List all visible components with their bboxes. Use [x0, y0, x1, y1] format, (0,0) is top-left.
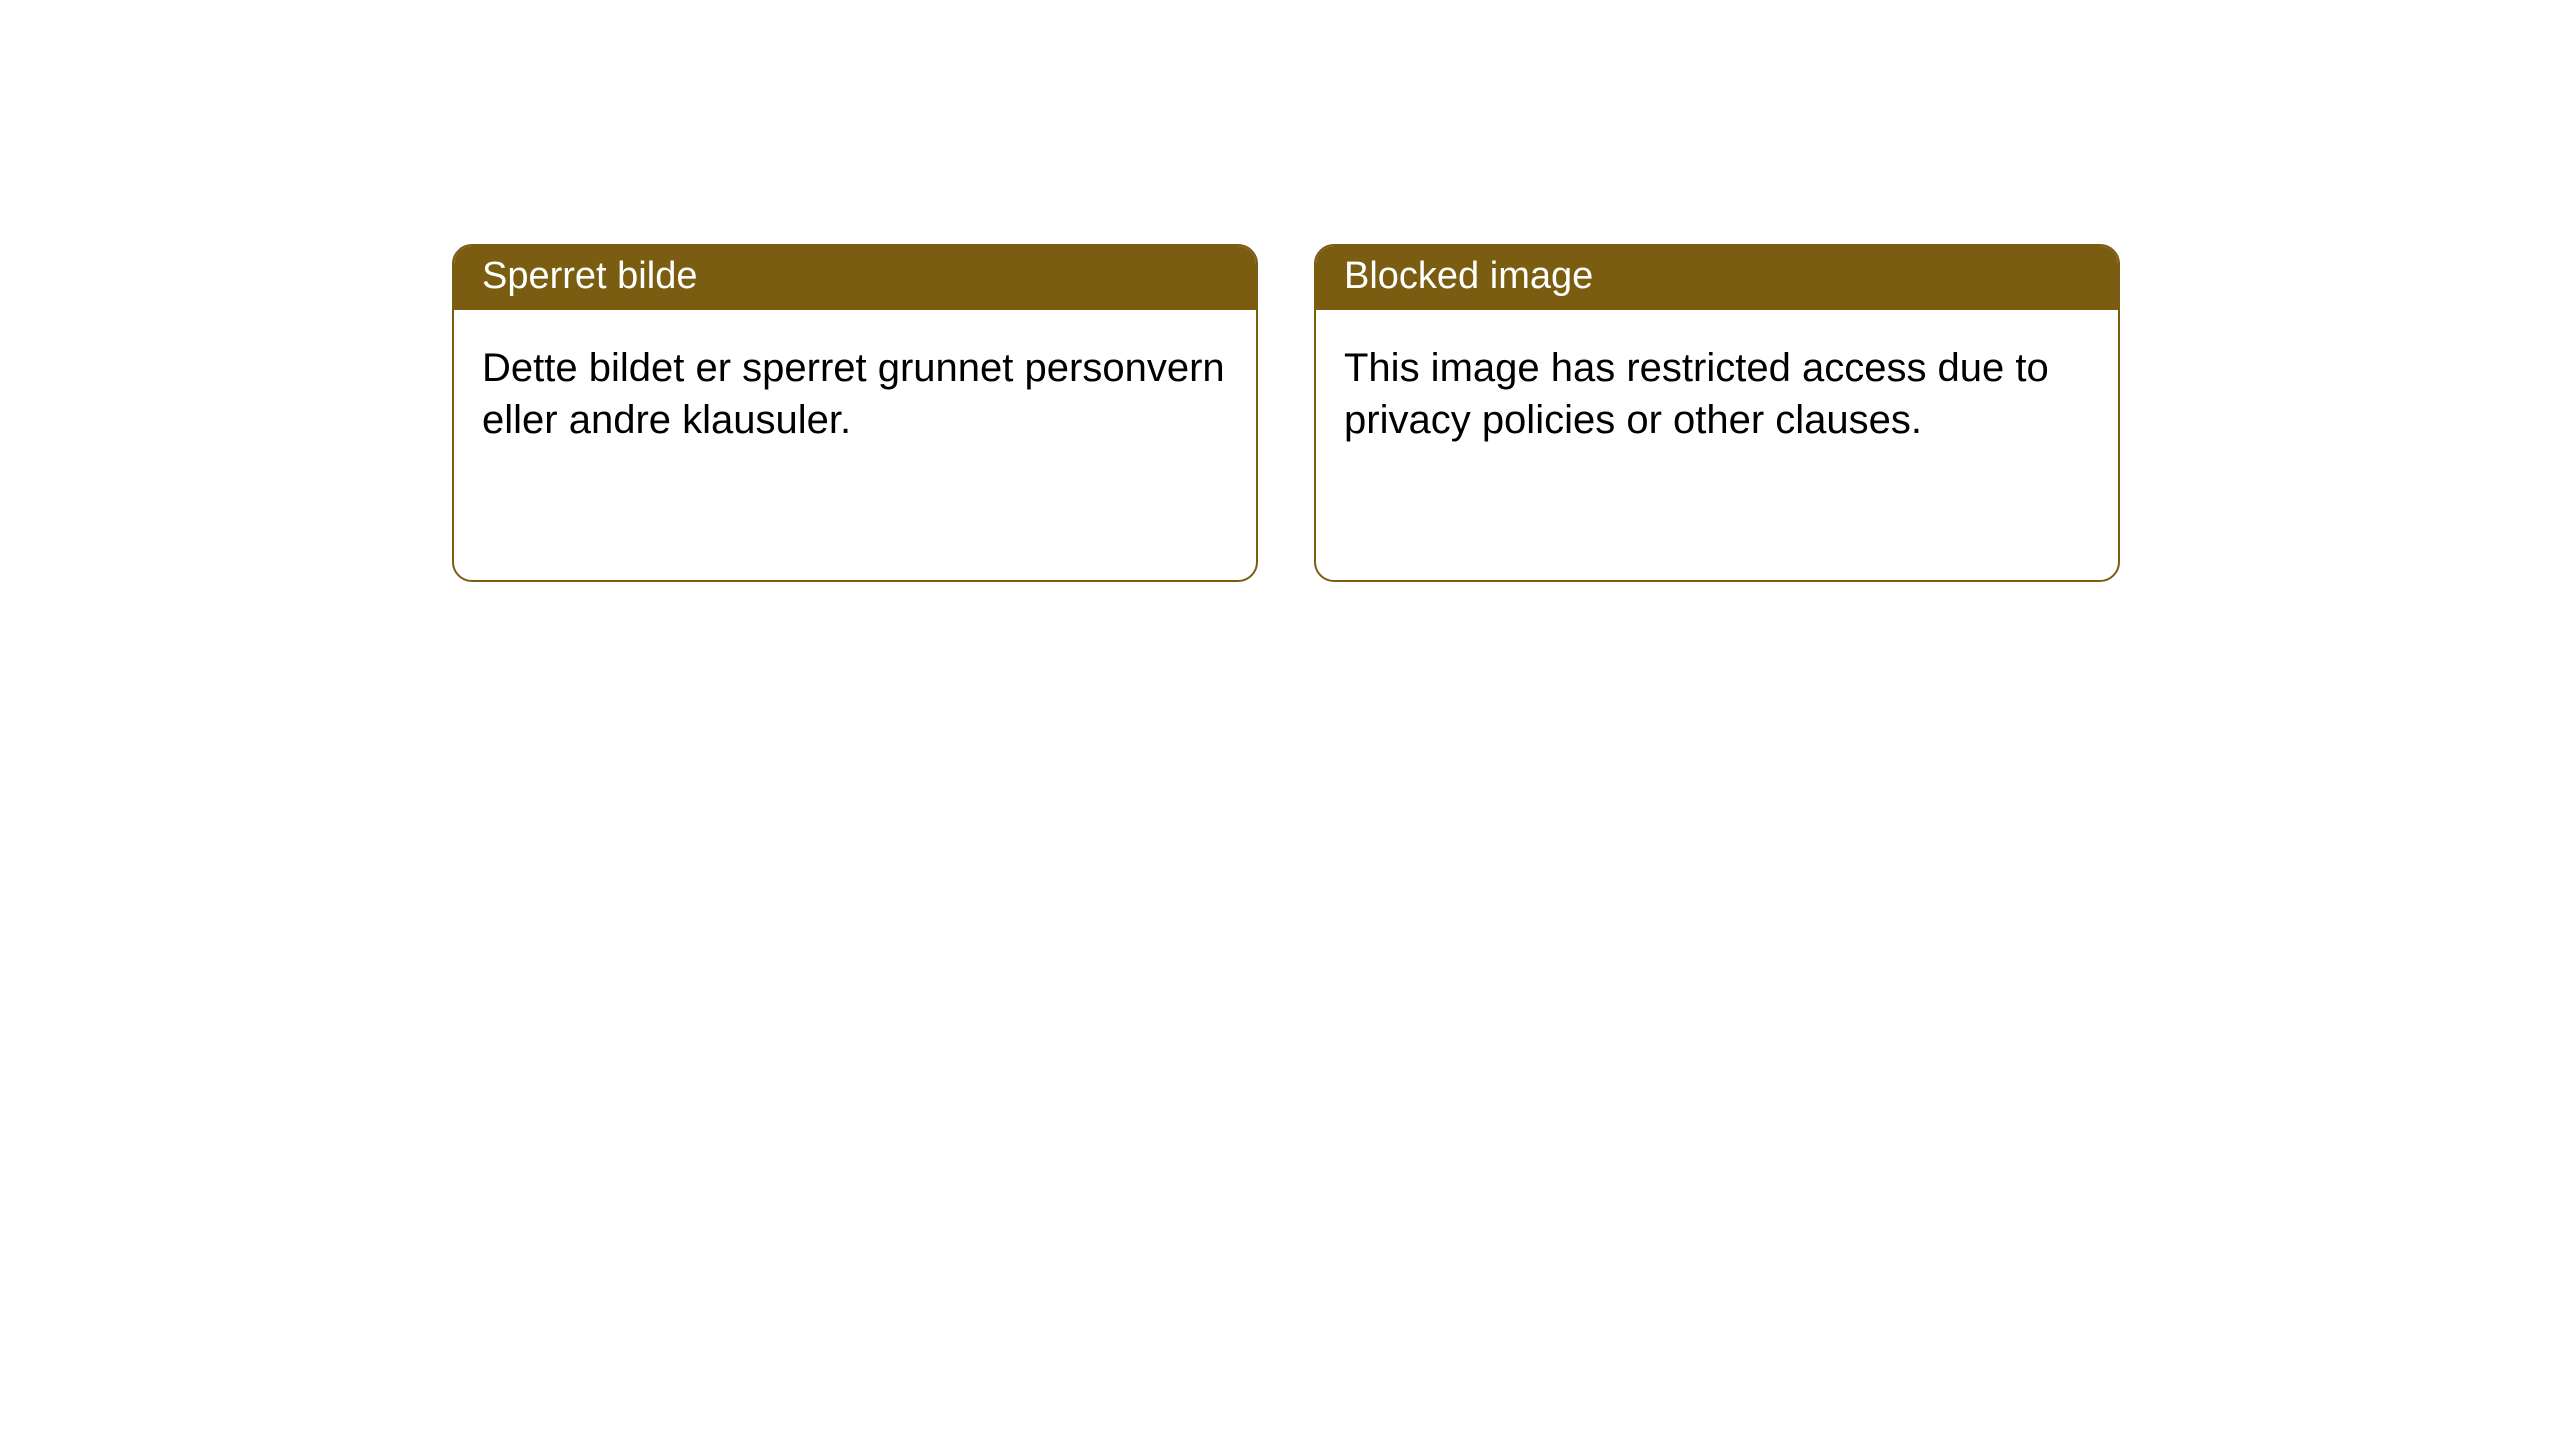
notice-box-norwegian: Sperret bilde Dette bildet er sperret gr…	[452, 244, 1258, 582]
notice-header: Blocked image	[1316, 246, 2118, 310]
notice-body: This image has restricted access due to …	[1316, 310, 2118, 474]
notice-box-english: Blocked image This image has restricted …	[1314, 244, 2120, 582]
notice-header: Sperret bilde	[454, 246, 1256, 310]
notice-body: Dette bildet er sperret grunnet personve…	[454, 310, 1256, 474]
notice-container: Sperret bilde Dette bildet er sperret gr…	[0, 0, 2560, 582]
